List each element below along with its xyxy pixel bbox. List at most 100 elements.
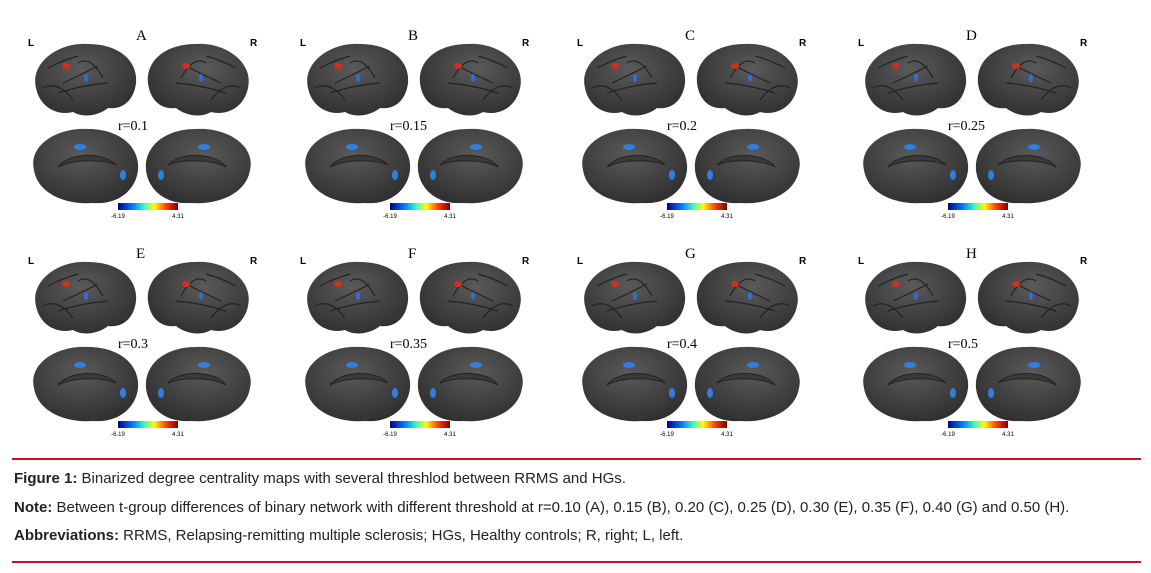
left-label: L xyxy=(858,256,864,267)
cortex xyxy=(694,128,800,204)
panels: A L Rr=0.1 -6.19 4.31 B L Rr=0.15 -6.19 4.31 C L Rr=… xyxy=(28,28,1088,438)
sulcus xyxy=(1040,303,1072,319)
sulcus xyxy=(42,85,74,101)
activation xyxy=(904,144,916,150)
sulcus xyxy=(482,303,514,319)
activation xyxy=(892,281,900,287)
sulcus xyxy=(205,273,237,287)
activation xyxy=(731,281,739,287)
cortex xyxy=(305,346,411,422)
activation xyxy=(471,74,475,82)
right-label: R xyxy=(799,256,807,267)
activation xyxy=(346,362,358,368)
panel: E L Rr=0.3 -6.19 4.31 xyxy=(28,246,258,438)
sulcus xyxy=(887,82,939,94)
sulcus xyxy=(1010,278,1037,297)
sulcus xyxy=(175,82,227,94)
scale-max: 4.31 xyxy=(444,432,456,438)
lateral-brain xyxy=(35,43,137,116)
sulcus xyxy=(877,55,909,69)
sulcus xyxy=(314,303,346,319)
cortex xyxy=(417,346,523,422)
note-label: Note: xyxy=(14,499,52,516)
sulcus xyxy=(1010,60,1037,79)
panel-letter: G xyxy=(685,246,696,262)
activation xyxy=(356,292,360,300)
scale-max: 4.31 xyxy=(172,214,184,220)
activation xyxy=(731,63,739,69)
activation xyxy=(334,63,342,69)
sulcus xyxy=(47,273,79,287)
colorbar xyxy=(667,421,727,428)
corpus-callosum xyxy=(716,372,776,386)
medial-brain xyxy=(417,346,523,422)
left-label: L xyxy=(577,256,583,267)
corpus-callosum xyxy=(887,372,947,386)
sulcus xyxy=(724,82,776,94)
scale-max: 4.31 xyxy=(1002,214,1014,220)
sulcus xyxy=(892,65,929,84)
cortex xyxy=(419,43,521,116)
activation xyxy=(1012,63,1020,69)
right-label: R xyxy=(522,256,530,267)
corpus-callosum xyxy=(997,372,1057,386)
activation xyxy=(892,63,900,69)
sulcus xyxy=(349,60,376,79)
activation xyxy=(470,362,482,368)
activation xyxy=(988,170,994,180)
cortex xyxy=(975,128,1081,204)
sulcus xyxy=(1035,273,1067,287)
lateral-brain xyxy=(584,43,686,116)
sulcus xyxy=(724,300,776,312)
cortex xyxy=(305,128,411,204)
activation xyxy=(392,170,398,180)
activation xyxy=(669,170,675,180)
sulcus xyxy=(759,85,791,101)
activation xyxy=(707,388,713,398)
corpus-callosum xyxy=(329,154,389,168)
cortex xyxy=(147,261,249,334)
panel: G L Rr=0.4 -6.19 4.31 xyxy=(577,246,807,438)
activation xyxy=(1029,292,1033,300)
threshold-label: r=0.15 xyxy=(390,119,427,134)
corpus-callosum xyxy=(887,154,947,168)
scale-min: -6.19 xyxy=(941,432,955,438)
sulcus xyxy=(329,300,381,312)
lateral-brain xyxy=(696,43,798,116)
sulcus xyxy=(626,60,653,79)
note: Note: Between t-group differences of bin… xyxy=(14,499,1069,516)
sulcus xyxy=(57,300,109,312)
scale-min: -6.19 xyxy=(383,432,397,438)
note-text: Between t-group differences of binary ne… xyxy=(52,499,1069,516)
sulcus xyxy=(314,85,346,101)
scale-min: -6.19 xyxy=(660,432,674,438)
activation xyxy=(74,144,86,150)
sulcus xyxy=(591,85,623,101)
scale-min: -6.19 xyxy=(941,214,955,220)
activation xyxy=(158,170,164,180)
colorbar xyxy=(118,421,178,428)
threshold-label: r=0.35 xyxy=(390,337,427,352)
sulcus xyxy=(77,60,104,79)
sulcus xyxy=(877,273,909,287)
sulcus xyxy=(596,55,628,69)
medial-brain xyxy=(694,128,800,204)
lateral-brain xyxy=(307,43,409,116)
cortex xyxy=(975,346,1081,422)
right-label: R xyxy=(799,38,807,49)
activation xyxy=(623,362,635,368)
panel: F L Rr=0.35 -6.19 4.31 xyxy=(300,246,530,438)
sulcus xyxy=(205,55,237,69)
activation xyxy=(748,292,752,300)
corpus-callosum xyxy=(329,372,389,386)
lateral-brain xyxy=(584,261,686,334)
activation xyxy=(430,170,436,180)
activation xyxy=(454,63,462,69)
scale-min: -6.19 xyxy=(660,214,674,220)
threshold-label: r=0.25 xyxy=(948,119,985,134)
activation xyxy=(334,281,342,287)
activation xyxy=(471,292,475,300)
left-label: L xyxy=(28,256,34,267)
scale-max: 4.31 xyxy=(444,214,456,220)
abbreviations-text: RRMS, Relapsing-remitting multiple scler… xyxy=(119,527,683,544)
